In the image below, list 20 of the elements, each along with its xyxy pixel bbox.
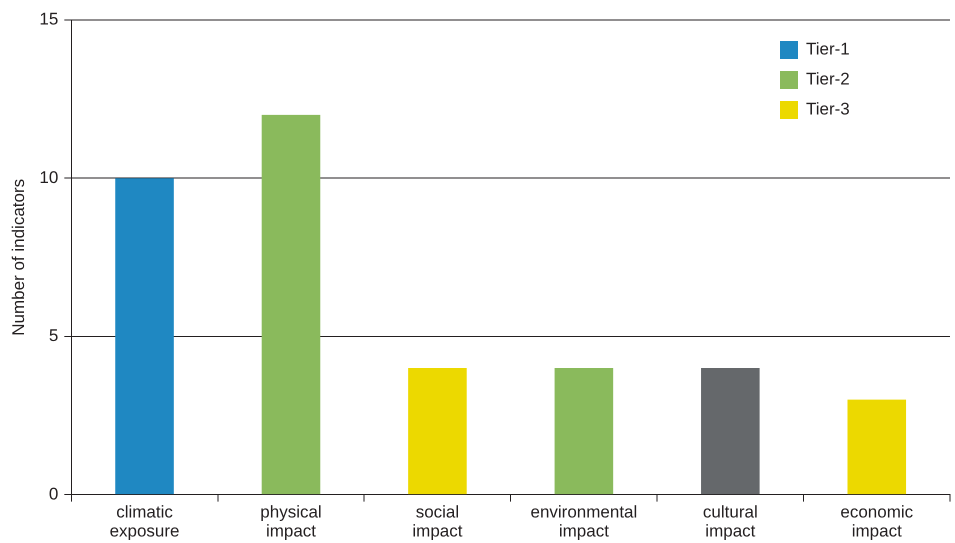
legend-label: Tier-1 xyxy=(806,40,850,59)
x-tick-label: climatic exposure xyxy=(110,502,180,540)
bar xyxy=(262,114,320,494)
bar xyxy=(115,178,174,494)
x-tick-label: physical impact xyxy=(260,502,322,540)
y-tick-label: 0 xyxy=(48,484,58,504)
x-tick-label: economic impact xyxy=(840,502,914,540)
bar xyxy=(554,368,614,494)
y-axis-title: Number of indicators xyxy=(8,178,28,336)
y-tick-label: 15 xyxy=(39,10,58,29)
bar xyxy=(847,400,906,494)
y-tick-label: 10 xyxy=(39,168,58,187)
legend-label: Tier-3 xyxy=(806,100,850,119)
bar xyxy=(408,368,467,494)
x-tick-label: social impact xyxy=(412,502,463,540)
x-tick-label: environmental impact xyxy=(530,502,638,540)
x-tick-label: cultural impact xyxy=(702,502,758,540)
y-tick-label: 5 xyxy=(48,326,58,346)
legend-label: Tier-2 xyxy=(806,70,850,89)
bar xyxy=(701,368,760,494)
